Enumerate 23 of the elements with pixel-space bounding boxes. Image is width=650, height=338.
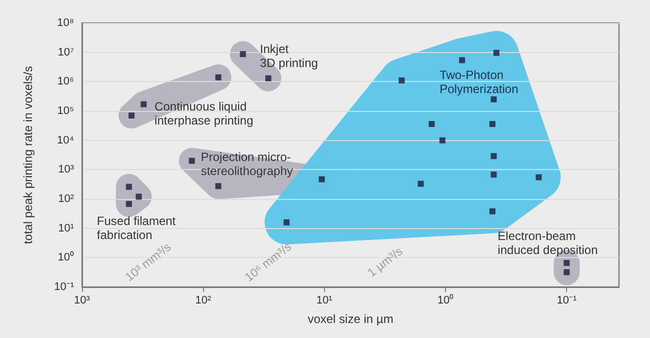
x-axis-title: voxel size in µm [308,312,394,326]
annotation: Projection micro- stereolithography [200,150,293,178]
annotation: Continuous liquid interphase printing [154,100,254,128]
y-tick-label: 10² [58,193,74,205]
x-tick-label: 10⁻¹ [556,294,577,306]
annotation: Electron-beam induced deposition [498,228,598,257]
y-axis-title: total peak printing rate in voxels/s [21,66,35,244]
y-tick-label: 10⁷ [58,46,74,58]
y-tick-label: 10⁵ [57,105,74,117]
x-tick-label: 10¹ [316,294,333,306]
y-tick-label: 10⁶ [57,76,74,88]
x-tick-label: 10³ [74,294,90,306]
annotation: Fused filament fabrication [96,214,176,242]
x-tick-label: 10² [195,294,212,306]
y-tick-label: 10¹ [58,222,74,234]
x-tick-label: 10⁰ [437,294,454,306]
y-tick-label: 10⁻¹ [54,281,74,293]
y-tick-label: 10⁴ [57,134,74,146]
annotation: Inkjet 3D printing [260,42,318,70]
annotation: Two-Photon Polymerization [440,68,518,96]
y-tick-label: 10⁰ [58,250,74,264]
y-tick-label: 10³ [58,164,74,176]
y-tick-label: 10⁸ [57,17,74,29]
